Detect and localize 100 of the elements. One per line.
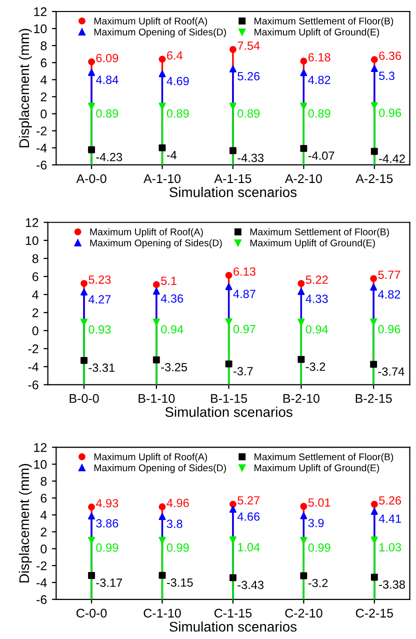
point	[229, 46, 236, 53]
data-label: 0.99	[308, 543, 330, 552]
data-label: 6.13	[234, 267, 256, 276]
x-axis-title: Simulation scenarios	[170, 621, 297, 632]
point	[370, 508, 378, 515]
legend-label: Maximum Settlement of Floor(B)	[254, 453, 394, 462]
legend-label: Maximum Opening of Sides(D)	[94, 464, 226, 474]
point	[80, 288, 88, 296]
point	[300, 502, 308, 510]
x-tick-label: B-2-10	[283, 394, 320, 403]
legend-label: Maximum Uplift of Roof(A)	[94, 453, 208, 462]
data-label: -4.07	[308, 152, 334, 160]
y-tick-label: 0	[40, 544, 47, 554]
y-tick-label: 10	[34, 460, 47, 469]
legend-label: Maximum Opening of Sides(D)	[94, 28, 226, 38]
y-tick-label: 4	[32, 290, 38, 300]
point	[300, 144, 308, 152]
data-label: 0.99	[166, 543, 189, 552]
point	[229, 574, 236, 582]
point	[88, 69, 95, 76]
data-label: 3.86	[96, 519, 118, 528]
x-tick-label: B-0-0	[70, 394, 99, 403]
data-label: -3.7	[233, 367, 253, 376]
data-label: 4.36	[160, 294, 184, 303]
point	[370, 500, 378, 508]
x-tick-label: A-2-15	[356, 174, 393, 184]
y-tick-label: 10	[26, 236, 38, 246]
point	[298, 280, 305, 287]
y-tick-label: 8	[40, 41, 47, 50]
y-tick-label: 4	[40, 76, 47, 84]
point	[88, 512, 95, 520]
x-tick-label: B-1-15	[211, 394, 248, 403]
point	[370, 284, 378, 291]
data-label: -4	[166, 151, 177, 160]
point	[88, 102, 95, 110]
x-tick-label: A-2-10	[284, 174, 322, 184]
point	[229, 147, 236, 154]
data-label: -3.17	[96, 578, 122, 587]
x-axis-title: Simulation scenarios	[165, 406, 292, 417]
data-label: -3.2	[306, 362, 326, 371]
data-label: -3.74	[378, 367, 404, 376]
point	[300, 512, 308, 520]
point	[225, 318, 232, 326]
data-label: 4.93	[96, 499, 118, 508]
point	[158, 503, 166, 510]
point	[370, 65, 378, 72]
data-label: 5.27	[238, 496, 260, 505]
data-label: 0.89	[96, 109, 118, 118]
data-label: 6.18	[308, 53, 330, 62]
point	[229, 65, 236, 72]
data-label: 5.26	[379, 496, 402, 505]
y-tick-label: 12	[26, 218, 38, 227]
point	[88, 58, 95, 66]
x-tick-label: B-2-15	[356, 394, 392, 403]
data-label: 0.93	[88, 325, 111, 334]
point	[158, 536, 166, 544]
data-label: 0.94	[306, 325, 328, 334]
data-label: 0.99	[96, 543, 118, 552]
legend-label: Maximum Opening of Sides(D)	[90, 239, 222, 248]
y-tick-label: 0	[32, 326, 38, 336]
y-tick-label: -6	[36, 160, 47, 170]
y-tick-label: -2	[28, 344, 38, 354]
y-tick-label: -4	[36, 578, 47, 588]
x-tick-label: A-1-10	[144, 174, 181, 184]
data-label: 0.94	[161, 325, 184, 334]
point	[225, 272, 232, 279]
point	[370, 574, 378, 581]
y-tick-label: -6	[28, 380, 38, 390]
data-label: 4.84	[96, 76, 118, 84]
data-label: 4.82	[378, 290, 400, 299]
point	[225, 283, 232, 290]
point	[152, 281, 160, 288]
point	[229, 102, 236, 110]
data-label: 4.66	[237, 512, 260, 521]
point	[229, 500, 236, 508]
y-tick-label: 8	[32, 254, 38, 264]
point	[300, 572, 308, 580]
x-tick-label: A-0-0	[76, 174, 106, 184]
data-label: 0.96	[378, 325, 400, 334]
legend-label: Maximum Settlement of Floor(B)	[250, 228, 389, 238]
data-label: 5.23	[88, 275, 111, 284]
y-axis-title: Displacement (mm)	[18, 28, 32, 148]
point	[152, 318, 160, 326]
data-label: 6.4	[167, 51, 182, 60]
data-label: 5.77	[378, 270, 400, 279]
data-label: -4.33	[238, 154, 264, 162]
data-label: 5.01	[308, 498, 330, 507]
point	[225, 360, 232, 368]
point	[300, 58, 308, 65]
point	[370, 102, 378, 110]
y-tick-label: 12	[34, 7, 47, 16]
data-label: 7.54	[238, 42, 260, 50]
data-label: -3.31	[88, 364, 115, 372]
y-tick-label: -4	[28, 362, 38, 372]
data-label: 1.04	[238, 542, 260, 552]
legend-label: Maximum Uplift of Roof(A)	[90, 228, 203, 238]
point	[88, 504, 95, 511]
data-label: 4.82	[308, 76, 330, 84]
data-label: 4.33	[306, 294, 328, 303]
data-label: 0.89	[166, 109, 189, 118]
